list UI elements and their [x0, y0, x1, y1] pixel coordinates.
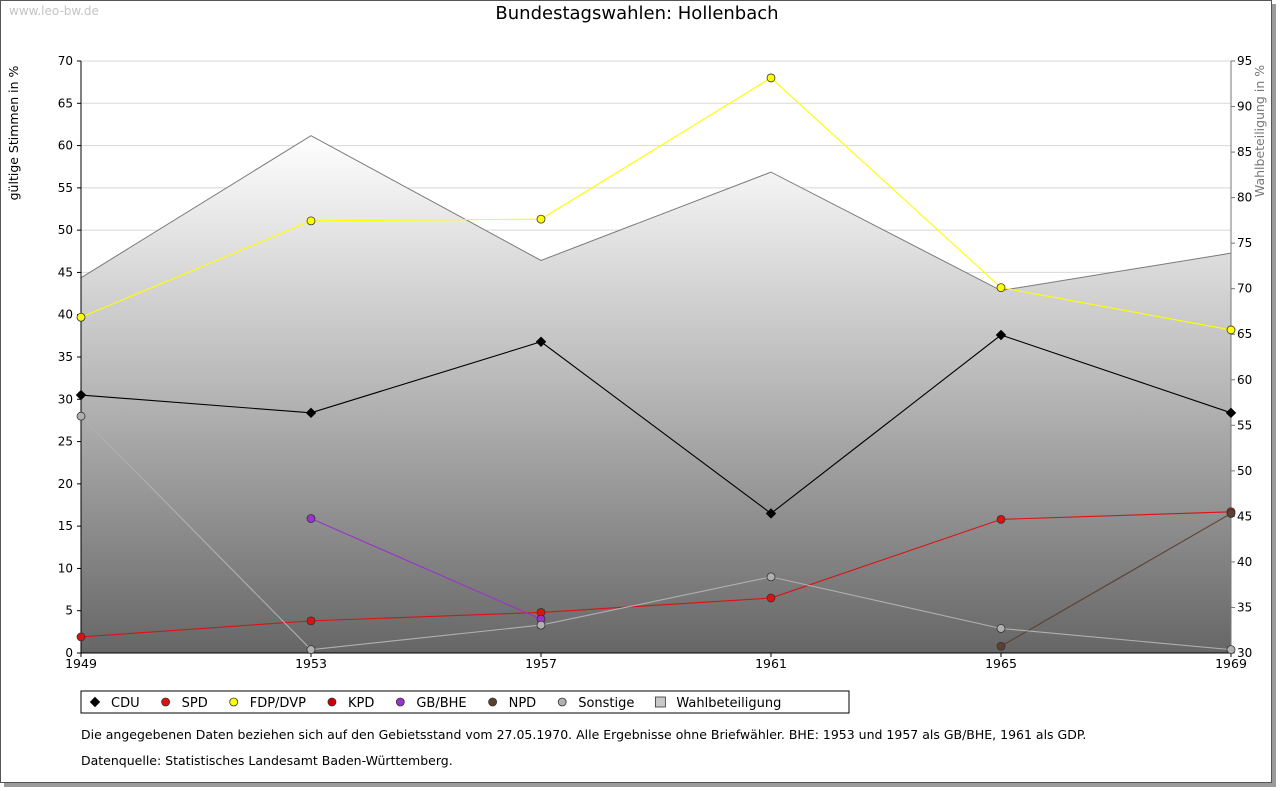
watermark: www.leo-bw.de	[9, 4, 99, 18]
legend: CDU SPD FDP/DVP KPD GB/BHE NPD Sonstige Wahlbet…	[80, 690, 850, 714]
y-tick-label: 25	[58, 435, 73, 449]
y2-tick-label: 30	[1237, 646, 1252, 660]
legend-label-npd: NPD	[509, 696, 537, 711]
x-tick-label: 1953	[295, 656, 327, 671]
series-line-cdu	[80, 334, 1232, 515]
series-line-spd	[80, 511, 1232, 638]
point-sonstige	[536, 620, 546, 630]
legend-marker-wahlbeteiligung	[654, 696, 666, 708]
y2-tick-label: 45	[1237, 509, 1252, 523]
legend-label-kpd: KPD	[348, 696, 374, 711]
y-tick-label: 40	[58, 308, 73, 322]
point-fdp-dvp	[766, 73, 776, 83]
legend-label-sonstige: Sonstige	[578, 696, 634, 711]
point-cdu	[765, 508, 777, 519]
point-spd	[306, 616, 316, 626]
turnout-area	[81, 135, 1231, 653]
y2-tick-label: 65	[1237, 327, 1252, 341]
point-cdu	[305, 407, 317, 419]
turnout-outline	[80, 135, 1232, 292]
y2-tick-label: 50	[1237, 464, 1252, 478]
y2-tick-label: 90	[1237, 100, 1252, 114]
point-fdp-dvp	[76, 312, 86, 322]
y2-tick-label: 40	[1237, 555, 1252, 569]
y-tick-label: 0	[65, 646, 73, 660]
point-fdp-dvp	[536, 214, 546, 224]
point-sonstige	[76, 411, 86, 421]
series-line-npd	[1000, 512, 1232, 647]
y2-tick-label: 60	[1237, 373, 1252, 387]
y-tick-label: 60	[58, 139, 73, 153]
x-tick-label: 1949	[65, 656, 97, 671]
y-tick-label: 20	[58, 477, 73, 491]
y2-tick-label: 35	[1237, 600, 1252, 614]
y-tick-label: 65	[58, 96, 73, 110]
y2-tick-label: 85	[1237, 145, 1252, 159]
y-tick-label: 70	[58, 54, 73, 68]
y-axis-title: gültige Stimmen in %	[6, 65, 21, 200]
point-cdu	[535, 336, 547, 347]
point-sonstige	[306, 645, 316, 655]
source-note: Datenquelle: Statistisches Landesamt Bad…	[81, 753, 453, 768]
x-tick-label: 1957	[525, 656, 557, 671]
point-sonstige	[1226, 645, 1236, 655]
y-tick-label: 50	[58, 223, 73, 237]
turnout-area-layer	[80, 135, 1232, 653]
legend-label-gb-bhe: GB/BHE	[416, 696, 466, 711]
point-fdp-dvp	[1226, 325, 1236, 335]
legend-marker-npd	[488, 697, 498, 707]
axis-layer: 0 5 10 15 20 25 30 35 40 45 50 55 60 65 70 30 35 40 45 50 55…	[6, 54, 1267, 671]
y-tick-label: 15	[58, 519, 73, 533]
legend-label-fdp-dvp: FDP/DVP	[250, 696, 306, 711]
point-sonstige	[766, 572, 776, 582]
legend-marker-cdu	[89, 696, 101, 708]
footnote: Die angegebenen Daten beziehen sich auf …	[81, 727, 1087, 742]
point-npd	[996, 641, 1006, 651]
point-npd	[1226, 509, 1236, 518]
point-fdp-dvp	[996, 283, 1006, 293]
legend-marker-fdp-dvp	[229, 697, 239, 707]
legend-label-spd: SPD	[182, 696, 208, 711]
legend-box	[80, 690, 850, 714]
series-line-sonstige	[80, 415, 1232, 651]
y2-tick-label: 70	[1237, 282, 1252, 296]
point-cdu	[995, 329, 1007, 341]
point-sonstige	[996, 624, 1006, 633]
x-tick-label: 1961	[755, 656, 787, 671]
legend-marker-sonstige	[557, 697, 567, 707]
point-spd	[996, 514, 1006, 524]
y-tick-label: 10	[58, 561, 73, 575]
x-tick-label: 1965	[985, 656, 1017, 671]
series-line-fdp-dvp	[80, 77, 1232, 331]
legend-marker-kpd	[327, 697, 337, 707]
point-cdu	[75, 389, 87, 401]
series-points-layer	[75, 73, 1237, 655]
point-spd	[766, 593, 776, 603]
chart-svg: 0 5 10 15 20 25 30 35 40 45 50 55 60 65 70 30 35 40 45 50 55…	[6, 54, 1267, 714]
point-cdu	[1225, 407, 1237, 419]
y2-tick-label: 95	[1237, 54, 1252, 68]
y-tick-label: 35	[58, 350, 73, 364]
legend-marker-spd	[161, 697, 171, 707]
y2-tick-label: 80	[1237, 191, 1252, 205]
y2-tick-label: 75	[1237, 236, 1252, 250]
legend-marker-gb-bhe	[395, 697, 405, 707]
y2-axis-title: Wahlbeteiligung in %	[1252, 65, 1267, 197]
legend-label-cdu: CDU	[111, 696, 140, 711]
point-fdp-dvp	[306, 216, 316, 226]
legend-label-wahlbeteiligung: Wahlbeteiligung	[676, 696, 781, 711]
y-tick-label: 55	[58, 181, 73, 195]
y-tick-label: 30	[58, 392, 73, 406]
y-tick-label: 45	[58, 265, 73, 279]
chart-title: Bundestagswahlen: Hollenbach	[495, 3, 779, 24]
series-lines-layer	[80, 77, 1232, 651]
y-tick-label: 5	[65, 604, 73, 618]
series-line-gb-bhe	[310, 518, 542, 620]
x-tick-label: 1969	[1215, 656, 1247, 671]
y2-tick-label: 55	[1237, 418, 1252, 432]
point-spd	[76, 632, 86, 642]
point-gb-bhe	[306, 514, 316, 523]
